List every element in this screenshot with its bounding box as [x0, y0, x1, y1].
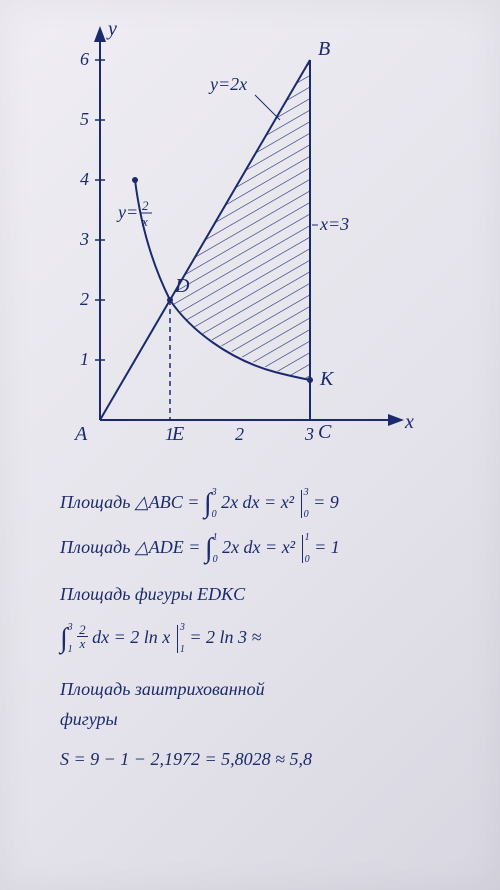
ytick-3: 3	[79, 229, 89, 249]
label-c: C	[318, 421, 332, 443]
ytick-1: 1	[80, 349, 89, 369]
eq-area-abc: Площадь △ABC = ∫30 2x dx = x² 30 = 9	[60, 485, 339, 518]
eq-result: S = 9 − 1 − 2,1972 = 5,8028 ≈ 5,8	[60, 750, 312, 770]
label-k: K	[319, 368, 335, 390]
ytick-6: 6	[80, 49, 89, 69]
eq-shaded-title-1: Площадь заштрихованной	[60, 680, 265, 700]
eq-area-ade: Площадь △ADE = ∫10 2x dx = x² 10 = 1	[60, 530, 340, 563]
label-d: D	[174, 275, 190, 297]
eq-area-edkc-title: Площадь фигуры EDKC	[60, 585, 245, 605]
svg-text:2: 2	[142, 198, 149, 213]
anno-x3: x=3	[319, 214, 349, 234]
eq-shaded-title-2: фигуры	[60, 710, 118, 730]
xtick-3: 3	[304, 424, 314, 444]
ytick-4: 4	[80, 169, 89, 189]
xtick-2: 2	[235, 424, 244, 444]
graph-area: 1 2 3 1 2 3 4 5 6 A B C D E K x	[0, 0, 500, 470]
anno-y2x: y=2x	[208, 74, 247, 94]
label-b: B	[318, 38, 330, 60]
label-y: y	[106, 18, 117, 40]
svg-text:x: x	[141, 214, 148, 229]
anno-hyp: y=	[116, 202, 138, 222]
label-e: E	[171, 423, 184, 445]
shaded-region	[170, 60, 310, 380]
ytick-5: 5	[80, 109, 89, 129]
eq-area-edkc: ∫31 2x dx = 2 ln x 31 = 2 ln 3 ≈	[60, 620, 261, 653]
label-a: A	[73, 423, 88, 445]
ytick-2: 2	[80, 289, 89, 309]
label-x: x	[404, 411, 414, 433]
